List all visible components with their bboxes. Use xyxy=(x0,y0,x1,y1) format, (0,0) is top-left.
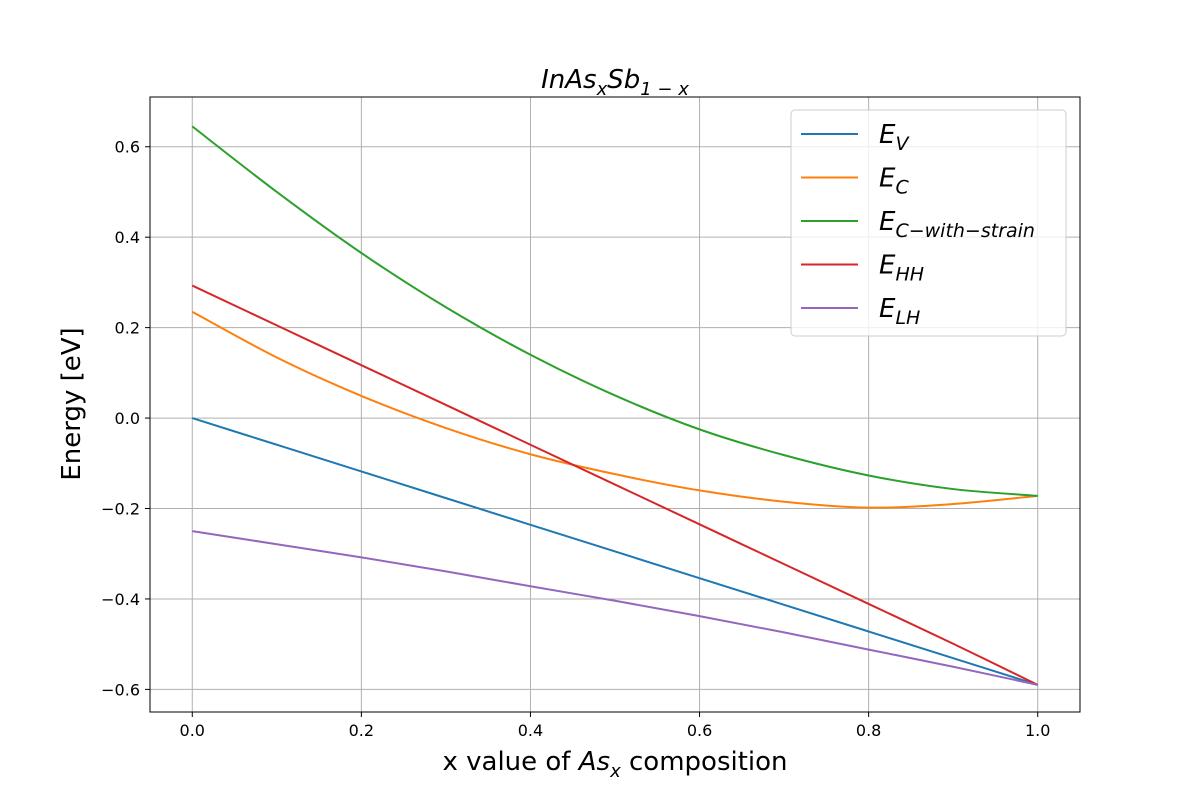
x-tick-label: 1.0 xyxy=(1025,721,1050,740)
legend-entry: ELH xyxy=(879,294,920,329)
legend-series-name: C−with−strain xyxy=(895,220,1035,242)
x-tick-label: 0.6 xyxy=(687,721,712,740)
x-axis-label: x value of Asx composition xyxy=(442,747,787,782)
series-line-c xyxy=(191,310,1038,509)
y-tick-label: 0.6 xyxy=(115,138,140,157)
legend-entry: EHH xyxy=(879,251,924,286)
xlabel-var: As xyxy=(577,747,610,777)
series-line-v xyxy=(191,417,1039,686)
series-line-hh xyxy=(191,284,1039,686)
chart-title: InAsxSb1 − x xyxy=(541,65,689,100)
legend-series-name: HH xyxy=(895,264,924,286)
x-tick-label: 0.2 xyxy=(349,721,374,740)
legend-prefix: E xyxy=(879,164,896,194)
title-sub1: x xyxy=(596,79,608,100)
xlabel-sub: x xyxy=(609,761,621,782)
legend-series-name: LH xyxy=(895,307,920,329)
y-tick-label: 0.0 xyxy=(115,409,140,428)
x-tick-label: 0.8 xyxy=(856,721,881,740)
y-tick-label: 0.2 xyxy=(115,319,140,338)
legend-prefix: E xyxy=(879,251,896,281)
xlabel-before: x value of xyxy=(442,747,578,777)
xlabel-after: composition xyxy=(621,747,788,777)
legend-entry: EC xyxy=(879,164,909,199)
y-tick-label: −0.4 xyxy=(101,590,140,609)
x-tick-label: 0.4 xyxy=(518,721,543,740)
legend-entry: EC−with−strain xyxy=(879,207,1035,242)
axis-ticks: 0.0 0.2 0.4 0.6 0.8 1.0 −0.6 −0.4 −0.2 0.0 0.2 0.4 0… xyxy=(101,138,1050,740)
series-line-c-with-strain xyxy=(191,125,1038,497)
legend-series-name: V xyxy=(895,133,910,155)
title-mid: Sb xyxy=(607,65,640,95)
legend-prefix: E xyxy=(879,207,896,237)
legend-prefix: E xyxy=(879,120,896,150)
x-tick-label: 0.0 xyxy=(180,721,205,740)
plot-frame xyxy=(149,96,1081,713)
legend-box xyxy=(790,109,1067,337)
legend-entry: EV xyxy=(879,120,910,155)
y-tick-label: 0.4 xyxy=(115,228,140,247)
y-tick-label: −0.6 xyxy=(101,680,140,699)
y-tick-label: −0.2 xyxy=(101,500,140,519)
series-lines xyxy=(191,125,1039,686)
legend-prefix: E xyxy=(879,294,896,324)
series-line-lh xyxy=(192,530,1038,686)
legend-series-name: C xyxy=(895,177,909,199)
title-base: InAs xyxy=(541,65,596,95)
y-axis-label: Energy [eV] xyxy=(57,327,87,480)
title-sub2: 1 − x xyxy=(640,79,689,100)
